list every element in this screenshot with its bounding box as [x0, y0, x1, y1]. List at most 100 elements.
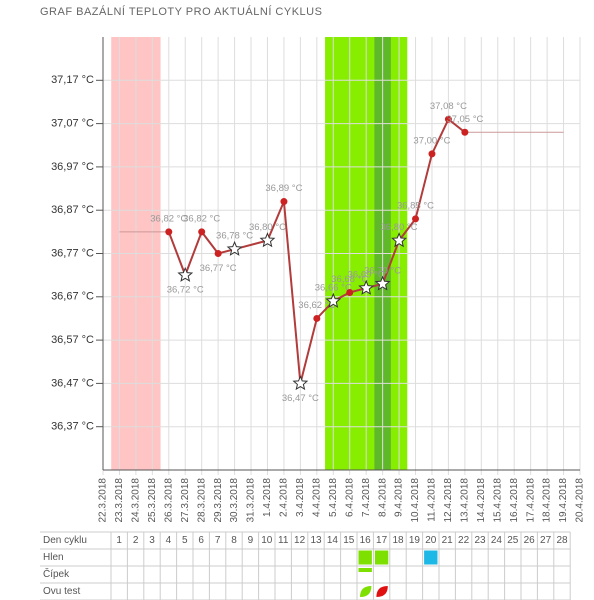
- day-number: 14: [327, 535, 339, 546]
- x-tick-label: 4.4.2018: [311, 478, 322, 517]
- x-tick-label: 22.3.2018: [98, 478, 109, 523]
- x-tick-label: 20.4.2018: [575, 478, 586, 523]
- value-label: 37,00 °C: [413, 135, 450, 146]
- star-point: [374, 275, 391, 291]
- value-label: 37,08 °C: [430, 101, 467, 112]
- point: [165, 228, 173, 236]
- star-point: [259, 232, 276, 248]
- star-point: [177, 266, 194, 282]
- value-label: 36,70 °C: [364, 265, 401, 276]
- mark-square: [374, 550, 389, 565]
- star-point: [391, 232, 407, 248]
- value-label: 36,77 °C: [200, 263, 237, 274]
- day-number: 24: [491, 535, 503, 546]
- x-tick-label: 27.3.2018: [180, 478, 191, 523]
- x-tick-label: 15.4.2018: [492, 478, 503, 523]
- day-number: 18: [392, 535, 404, 546]
- mark-bar: [358, 568, 372, 572]
- x-tick-label: 5.4.2018: [328, 478, 339, 517]
- day-number: 26: [524, 535, 536, 546]
- x-tick-label: 31.3.2018: [246, 478, 257, 523]
- y-tick-label: 36,67 °C: [51, 291, 94, 303]
- day-number: 7: [215, 535, 221, 546]
- x-tick-label: 11.4.2018: [427, 478, 438, 522]
- day-number: 12: [294, 535, 306, 546]
- value-label: 36,69 °C: [348, 270, 385, 281]
- mark-leaf: [376, 586, 388, 597]
- day-number: 9: [248, 535, 254, 546]
- day-number: 23: [474, 535, 486, 546]
- day-number: 13: [310, 535, 322, 546]
- x-tick-label: 30.3.2018: [229, 478, 240, 523]
- point: [214, 250, 222, 257]
- x-tick-label: 1.4.2018: [262, 478, 273, 517]
- y-tick-label: 36,97 °C: [51, 161, 94, 173]
- y-tick-label: 36,47 °C: [51, 377, 94, 389]
- point: [461, 128, 469, 136]
- x-tick-label: 14.4.2018: [476, 478, 487, 523]
- day-number: 19: [409, 535, 421, 546]
- day-number: 16: [360, 535, 372, 546]
- day-number: 20: [425, 535, 437, 546]
- point: [412, 215, 420, 223]
- y-tick-label: 36,77 °C: [51, 247, 94, 259]
- day-number: 5: [182, 535, 188, 546]
- x-tick-label: 17.4.2018: [525, 478, 536, 523]
- star-point: [226, 240, 243, 256]
- x-tick-label: 9.4.2018: [394, 478, 405, 517]
- value-label: 36,80 °C: [381, 222, 418, 233]
- chart-title: GRAF BAZÁLNÍ TEPLOTY PRO AKTUÁLNÍ CYKLUS: [40, 5, 322, 18]
- x-tick-label: 18.4.2018: [542, 478, 553, 523]
- y-tick-label: 36,87 °C: [51, 204, 94, 216]
- point: [198, 228, 206, 236]
- day-number: 17: [376, 535, 388, 546]
- point: [280, 198, 288, 206]
- value-label: 36,89 °C: [265, 183, 302, 194]
- value-label: 36,78 °C: [216, 231, 253, 242]
- mark-square: [358, 550, 372, 565]
- mark-leaf: [360, 586, 372, 597]
- x-tick-label: 10.4.2018: [410, 478, 421, 523]
- star-point: [358, 279, 375, 295]
- day-number: 10: [261, 535, 273, 546]
- day-number: 8: [231, 535, 237, 546]
- value-label: 37,05 °C: [446, 114, 483, 125]
- day-number: 11: [278, 535, 289, 546]
- day-number: 21: [442, 535, 454, 546]
- value-label: 36,66 °C: [315, 283, 352, 294]
- x-tick-label: 25.3.2018: [147, 478, 158, 523]
- line: [167, 117, 466, 384]
- point: [346, 288, 354, 296]
- star-point: [325, 292, 342, 308]
- table-header: Den cyklu: [43, 535, 87, 546]
- point: [444, 115, 452, 123]
- x-tick-label: 12.4.2018: [443, 478, 454, 523]
- day-number: 3: [149, 535, 155, 546]
- x-tick-label: 29.3.2018: [213, 478, 224, 523]
- y-tick-label: 37,07 °C: [51, 118, 94, 130]
- day-number: 27: [540, 535, 552, 546]
- day-number: 2: [133, 535, 139, 546]
- y-tick-label: 36,57 °C: [51, 334, 94, 346]
- day-number: 1: [116, 535, 122, 546]
- value-label: 36,72 °C: [167, 285, 204, 296]
- x-tick-label: 26.3.2018: [163, 478, 174, 523]
- day-number: 25: [507, 535, 519, 546]
- x-tick-label: 2.4.2018: [279, 478, 290, 517]
- y-tick-label: 37,17 °C: [51, 74, 94, 86]
- x-tick-label: 13.4.2018: [460, 478, 471, 523]
- row-label: Ovu test: [43, 586, 80, 597]
- x-tick-label: 28.3.2018: [196, 478, 207, 523]
- day-number: 15: [343, 535, 355, 546]
- day-number: 4: [166, 535, 172, 546]
- x-tick-label: 8.4.2018: [377, 478, 388, 517]
- x-tick-label: 3.4.2018: [295, 478, 306, 517]
- mark-square: [424, 550, 438, 565]
- point: [428, 150, 436, 158]
- day-number: 6: [198, 535, 204, 546]
- x-tick-label: 23.3.2018: [114, 478, 125, 523]
- y-tick-label: 36,37 °C: [51, 421, 94, 433]
- day-number: 22: [458, 535, 470, 546]
- value-label: 36,82 °C: [183, 213, 220, 224]
